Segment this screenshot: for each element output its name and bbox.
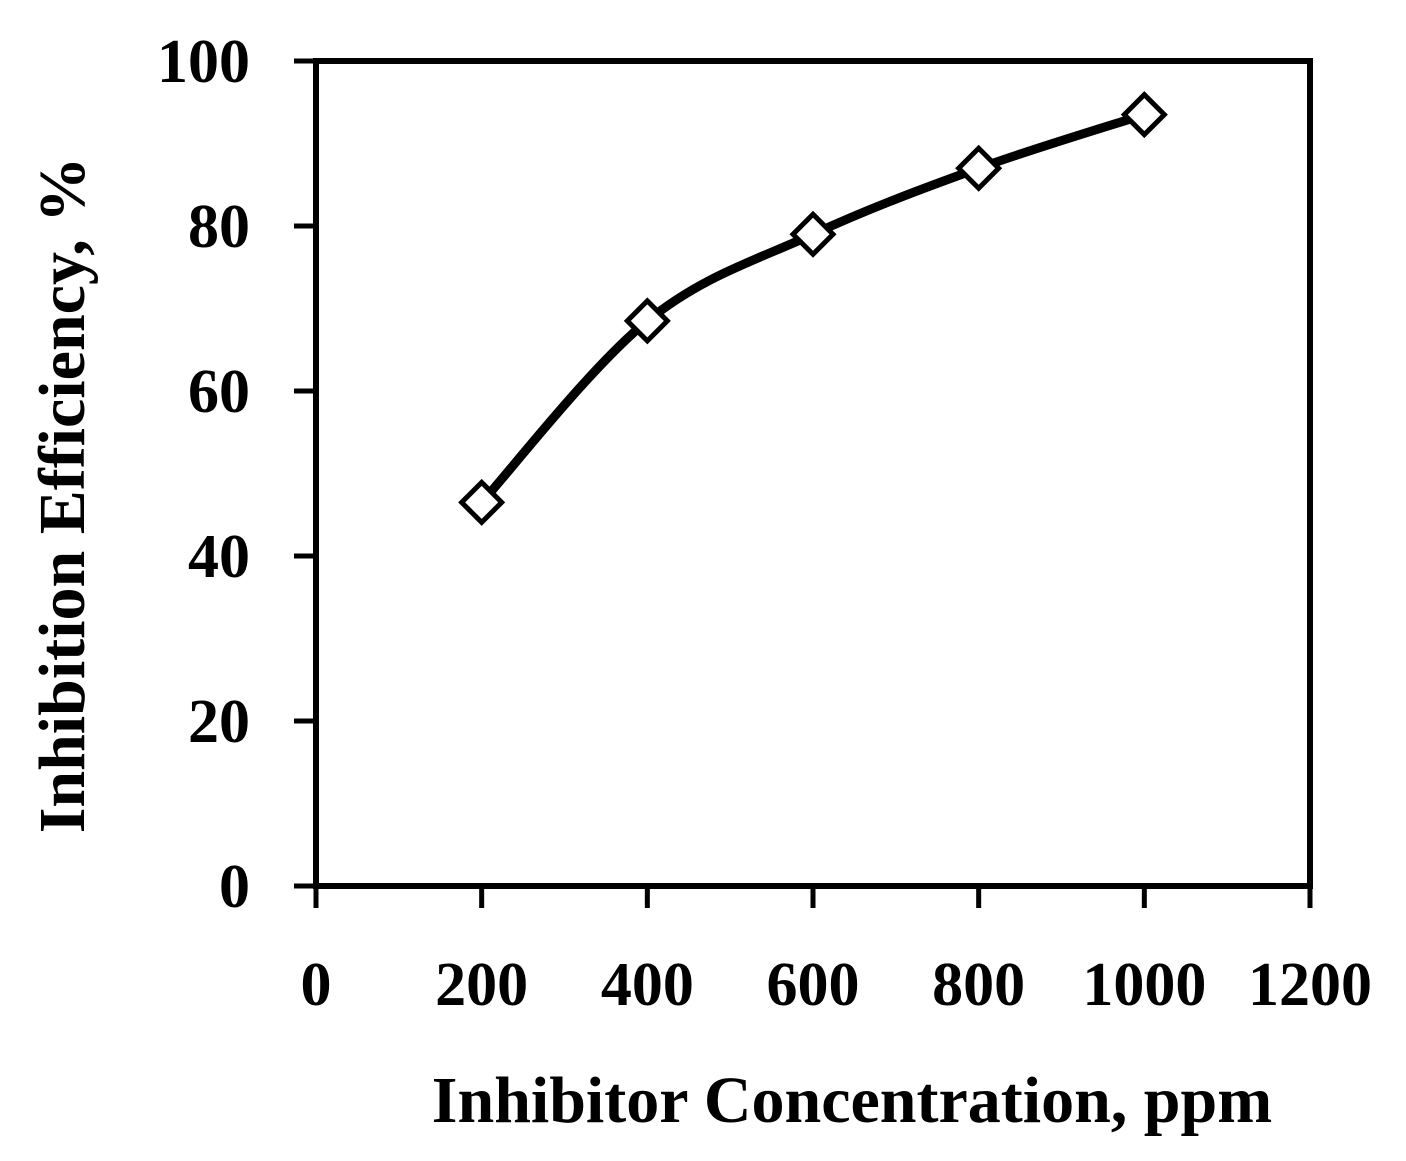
x-tick-label: 1000 <box>1082 951 1206 1019</box>
x-axis-ticks <box>313 886 1313 908</box>
y-axis-title: Inhibition Efficiency, % <box>26 157 99 834</box>
y-tick-label: 80 <box>188 193 250 261</box>
x-axis-title: Inhibitor Concentration, ppm <box>432 1064 1272 1137</box>
x-axis-tick-labels: 0 200 400 600 800 1000 1200 <box>301 951 1373 1019</box>
y-tick-label: 20 <box>188 688 250 756</box>
data-point-marker <box>955 144 1003 192</box>
plot-area-frame <box>313 58 1313 889</box>
x-tick-label: 1200 <box>1248 951 1372 1019</box>
data-point-marker <box>458 478 506 526</box>
data-point-marker <box>623 297 671 345</box>
x-tick-label: 800 <box>932 951 1025 1019</box>
data-point-marker <box>789 210 837 258</box>
x-tick-label: 600 <box>767 951 860 1019</box>
data-point-marker <box>1120 91 1168 139</box>
y-tick-label: 0 <box>219 853 250 921</box>
x-tick-label: 0 <box>301 951 332 1019</box>
y-axis-tick-labels: 0 20 40 60 80 100 <box>157 28 250 921</box>
series-line <box>477 110 1149 507</box>
y-tick-label: 100 <box>157 28 250 96</box>
x-tick-label: 400 <box>601 951 694 1019</box>
y-tick-label: 60 <box>188 358 250 426</box>
x-tick-label: 200 <box>435 951 528 1019</box>
series-layer <box>458 91 1168 526</box>
y-axis-ticks <box>294 58 316 889</box>
y-tick-label: 40 <box>188 523 250 591</box>
